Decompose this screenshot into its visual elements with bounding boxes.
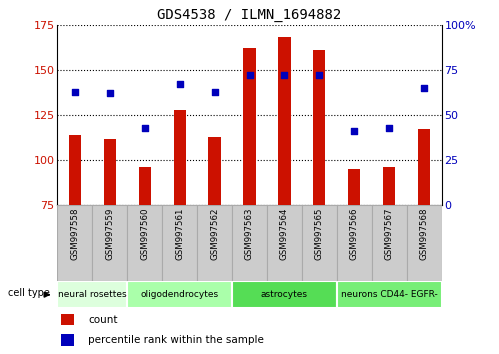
Bar [57,281,127,308]
Bar [162,205,197,281]
Text: count: count [88,315,118,325]
Bar [418,130,430,205]
Bar [197,205,232,281]
Text: GSM997567: GSM997567 [385,207,394,260]
Bar [313,50,325,205]
Point [280,73,288,78]
Bar [92,205,127,281]
Text: GSM997568: GSM997568 [420,207,429,260]
Point [106,91,114,96]
Text: neurons CD44- EGFR-: neurons CD44- EGFR- [341,290,438,299]
Point [350,129,358,134]
Bar [69,135,81,205]
Point [71,89,79,95]
Text: neural rosettes: neural rosettes [58,290,127,299]
Bar [232,205,267,281]
Text: GSM997561: GSM997561 [175,207,184,260]
Text: percentile rank within the sample: percentile rank within the sample [88,335,264,345]
Text: cell type: cell type [8,289,49,298]
Bar [61,314,74,325]
Bar [232,281,337,308]
Bar [267,205,302,281]
Bar [383,167,395,205]
Point [420,85,428,91]
Point [176,81,184,87]
Bar [337,281,442,308]
Bar [337,205,372,281]
Text: astrocytes: astrocytes [261,290,308,299]
Bar [372,205,407,281]
Text: GSM997560: GSM997560 [140,207,149,260]
Text: GSM997566: GSM997566 [350,207,359,260]
Bar [209,137,221,205]
Bar [57,205,92,281]
Point [385,125,393,131]
Text: GSM997559: GSM997559 [105,207,114,260]
Bar [127,281,232,308]
Bar [278,38,290,205]
Text: GSM997565: GSM997565 [315,207,324,260]
Bar [104,138,116,205]
Bar [244,48,255,205]
Point [141,125,149,131]
Point [246,73,253,78]
Text: GSM997558: GSM997558 [70,207,79,260]
Text: GSM997564: GSM997564 [280,207,289,260]
Bar [127,205,162,281]
Point [211,89,219,95]
Bar [302,205,337,281]
Title: GDS4538 / ILMN_1694882: GDS4538 / ILMN_1694882 [157,8,342,22]
Bar [174,110,186,205]
Point [315,73,323,78]
Text: GSM997563: GSM997563 [245,207,254,260]
Bar [407,205,442,281]
Text: oligodendrocytes: oligodendrocytes [141,290,219,299]
Bar [348,169,360,205]
Bar [61,334,74,346]
Text: GSM997562: GSM997562 [210,207,219,260]
Bar [139,167,151,205]
